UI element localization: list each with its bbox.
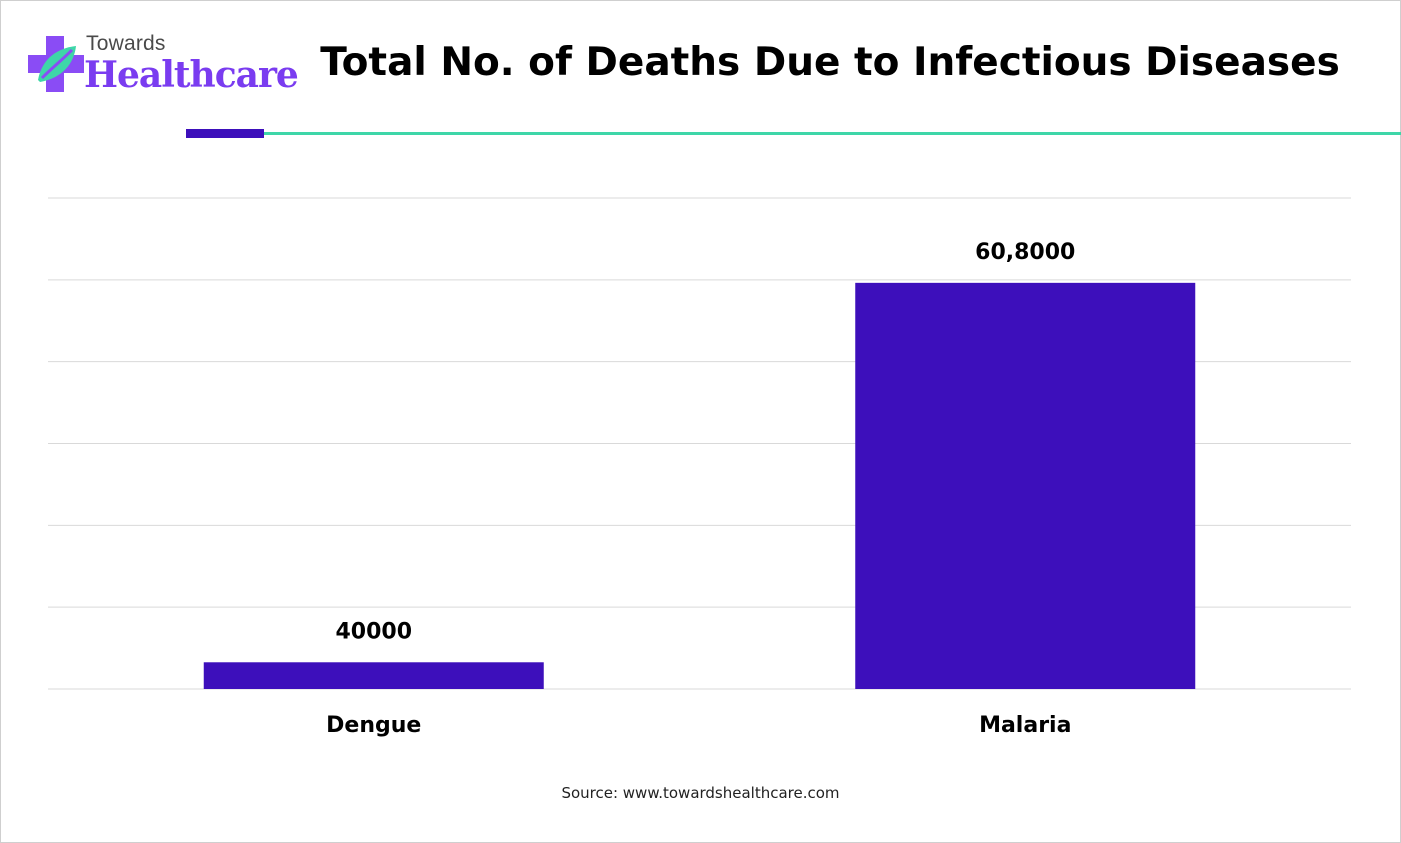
brand-logo: Towards Healthcare: [28, 32, 299, 102]
bar-dengue: [203, 662, 544, 689]
brand-towards: Towards: [86, 32, 166, 55]
chart-title: Total No. of Deaths Due to Infectious Di…: [320, 40, 1340, 85]
data-label-dengue: 40000: [335, 619, 412, 644]
data-label-malaria: 60,8000: [975, 240, 1075, 265]
title-underline: [264, 132, 1401, 135]
brand-healthcare: Healthcare: [84, 54, 299, 96]
medical-cross-leaf-icon: [28, 36, 84, 92]
title-underline-accent: [186, 129, 264, 138]
x-tick-label-malaria: Malaria: [979, 713, 1071, 738]
bar-malaria: [855, 282, 1196, 689]
source-note: Source: www.towardshealthcare.com: [561, 784, 840, 802]
x-tick-label-dengue: Dengue: [326, 713, 421, 738]
